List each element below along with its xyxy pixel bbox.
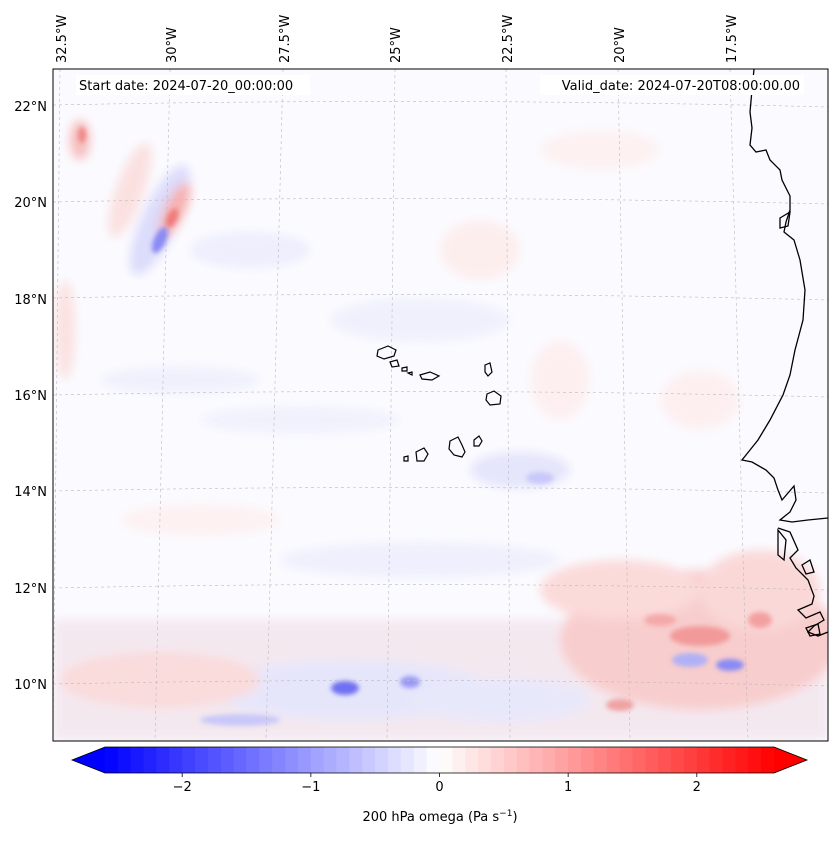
lat-label: 16°N xyxy=(14,389,47,404)
colorbar-cell xyxy=(220,747,235,773)
colorbar-cell xyxy=(349,747,363,773)
gridlines xyxy=(53,69,828,741)
colorbar-cell xyxy=(375,747,389,773)
colorbar-cell xyxy=(529,747,544,773)
colorbar-cell xyxy=(606,747,621,773)
colorbar-cell xyxy=(388,747,402,773)
longitude-labels: 32.5°W 30°W 27.5°W 25°W 22.5°W 20°W 17.5… xyxy=(55,15,740,63)
map-frame xyxy=(52,68,829,742)
colorbar-cell xyxy=(696,747,711,773)
colorbar-cell xyxy=(478,747,492,773)
start-date-box xyxy=(76,75,310,95)
colorbar-cell xyxy=(323,747,338,773)
lat-label: 14°N xyxy=(14,485,47,500)
colorbar-ticks: −2 −1 0 1 2 xyxy=(173,773,701,795)
lat-label: 12°N xyxy=(14,582,47,597)
colorbar-cell xyxy=(632,747,646,773)
cape-verde-islands xyxy=(376,345,502,462)
colorbar-tick-label: 0 xyxy=(435,780,443,795)
colorbar-cell xyxy=(735,747,749,773)
valid-date-box xyxy=(540,75,804,95)
colorbar-cell xyxy=(581,747,595,773)
start-date-label: Start date: 2024-07-20_00:00:00 xyxy=(79,79,293,94)
colorbar-cell xyxy=(310,747,325,773)
colorbar-cell xyxy=(465,747,479,773)
colorbar-cell xyxy=(272,747,286,773)
colorbar-cells xyxy=(105,747,775,773)
colorbar-cell xyxy=(246,747,260,773)
colorbar-cell xyxy=(761,747,775,773)
colorbar-cell xyxy=(593,747,608,773)
colorbar-cell xyxy=(555,747,569,773)
colorbar-tick-label: −2 xyxy=(173,780,192,795)
colorbar-extend-min xyxy=(72,747,105,773)
colorbar-cell xyxy=(105,747,119,773)
colorbar-label: 200 hPa omega (Pa s−1) xyxy=(362,809,517,825)
lat-label: 18°N xyxy=(14,293,47,308)
colorbar-cell xyxy=(452,747,466,773)
colorbar-cell xyxy=(619,747,634,773)
colorbar-cell xyxy=(671,747,685,773)
colorbar-cell xyxy=(117,747,132,773)
colorbar-cell xyxy=(207,747,222,773)
lon-label: 22.5°W xyxy=(501,15,516,63)
colorbar-cell xyxy=(400,747,415,773)
colorbar-tick-label: 1 xyxy=(564,780,572,795)
colorbar-tick-label: −1 xyxy=(301,780,320,795)
colorbar-cell xyxy=(413,747,428,773)
colorbar-cell xyxy=(297,747,312,773)
lon-label: 17.5°W xyxy=(725,15,740,63)
colorbar-tick-label: 2 xyxy=(693,780,701,795)
lat-label: 10°N xyxy=(14,678,47,693)
lat-label: 22°N xyxy=(14,100,47,115)
lat-label: 20°N xyxy=(14,196,47,211)
colorbar-cell xyxy=(233,747,248,773)
colorbar-outline xyxy=(70,746,809,774)
colorbar-cell xyxy=(568,747,582,773)
lon-label: 32.5°W xyxy=(55,15,70,63)
colorbar-cell xyxy=(426,747,441,773)
colorbar-cell xyxy=(709,747,724,773)
colorbar-cell xyxy=(439,747,453,773)
colorbar: −2 −1 0 1 2 200 hPa omega (Pa s−1) xyxy=(70,746,809,825)
colorbar-cell xyxy=(182,747,196,773)
colorbar-cell xyxy=(362,747,376,773)
colorbar-cell xyxy=(516,747,531,773)
latitude-labels: 22°N 20°N 18°N 16°N 14°N 12°N 10°N xyxy=(14,100,47,693)
colorbar-cell xyxy=(259,747,273,773)
colorbar-cell xyxy=(683,747,698,773)
colorbar-cell xyxy=(542,747,556,773)
colorbar-cell xyxy=(658,747,672,773)
valid-date-label: Valid_date: 2024-07-20T08:00:00.00 xyxy=(562,79,800,94)
colorbar-cell xyxy=(748,747,762,773)
lon-label: 25°W xyxy=(389,27,404,63)
lon-label: 20°W xyxy=(613,27,628,63)
colorbar-cell xyxy=(285,747,299,773)
colorbar-cell xyxy=(336,747,351,773)
colorbar-cell xyxy=(169,747,183,773)
colorbar-cell xyxy=(722,747,737,773)
omega-field xyxy=(53,69,828,741)
colorbar-cell xyxy=(645,747,659,773)
lon-label: 30°W xyxy=(165,27,180,63)
lon-label: 27.5°W xyxy=(278,15,293,63)
colorbar-cell xyxy=(503,747,518,773)
colorbar-cell xyxy=(156,747,170,773)
colorbar-cell xyxy=(130,747,145,773)
colorbar-cell xyxy=(490,747,505,773)
colorbar-cell xyxy=(195,747,209,773)
colorbar-cell xyxy=(143,747,158,773)
coastline xyxy=(740,69,828,637)
colorbar-extend-max xyxy=(774,747,807,773)
